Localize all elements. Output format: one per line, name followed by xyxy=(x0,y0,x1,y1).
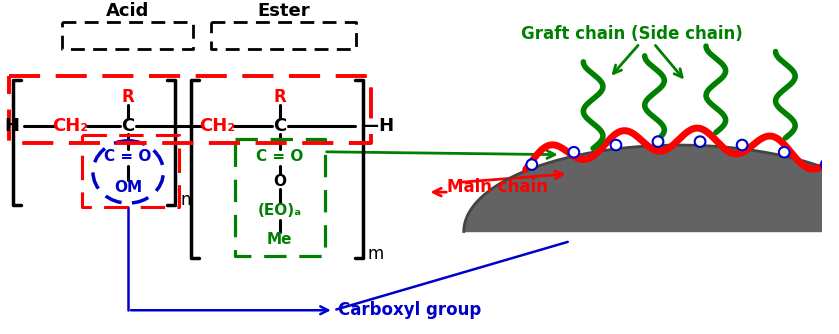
Circle shape xyxy=(569,147,579,158)
Text: CH₂: CH₂ xyxy=(52,117,88,135)
Text: C = O: C = O xyxy=(256,149,304,164)
Text: Carboxyl group: Carboxyl group xyxy=(337,301,481,319)
Text: Graft chain (Side chain): Graft chain (Side chain) xyxy=(521,25,743,43)
Text: Ester: Ester xyxy=(258,2,310,20)
Circle shape xyxy=(779,147,789,158)
Circle shape xyxy=(526,159,537,170)
Text: m: m xyxy=(367,244,384,263)
Text: Acid: Acid xyxy=(106,2,149,20)
Circle shape xyxy=(737,140,748,150)
Text: Me: Me xyxy=(267,232,293,247)
Text: (EO)ₐ: (EO)ₐ xyxy=(258,203,302,218)
Circle shape xyxy=(821,159,831,170)
Circle shape xyxy=(653,136,664,147)
Text: R: R xyxy=(274,88,286,106)
Text: CH₂: CH₂ xyxy=(199,117,235,135)
Polygon shape xyxy=(464,145,839,231)
Text: Surface of cement particle: Surface of cement particle xyxy=(585,243,813,258)
Circle shape xyxy=(611,140,622,150)
Text: C: C xyxy=(274,117,286,135)
Text: Main chain: Main chain xyxy=(447,178,548,196)
Text: C = O: C = O xyxy=(105,149,152,164)
Text: H: H xyxy=(4,117,19,135)
Text: n: n xyxy=(180,191,190,209)
Text: OM: OM xyxy=(114,180,143,195)
Circle shape xyxy=(695,136,706,147)
Text: C: C xyxy=(122,117,135,135)
Text: —H: —H xyxy=(361,117,394,135)
Text: O: O xyxy=(274,174,286,189)
Text: R: R xyxy=(122,88,134,106)
